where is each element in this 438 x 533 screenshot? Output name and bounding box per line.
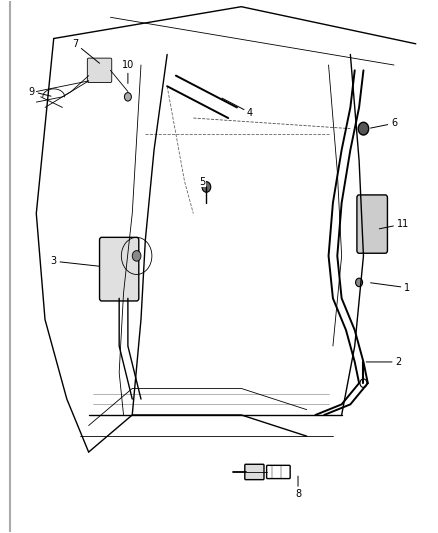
- Text: 7: 7: [72, 39, 99, 63]
- FancyBboxPatch shape: [99, 237, 138, 301]
- Text: 3: 3: [50, 256, 99, 266]
- FancyBboxPatch shape: [356, 195, 387, 253]
- Text: 6: 6: [370, 118, 396, 128]
- FancyBboxPatch shape: [244, 464, 263, 480]
- Circle shape: [355, 278, 362, 287]
- Text: 8: 8: [294, 476, 300, 499]
- Circle shape: [357, 122, 368, 135]
- Text: 11: 11: [378, 219, 408, 229]
- Circle shape: [124, 93, 131, 101]
- Circle shape: [359, 379, 366, 387]
- Text: 2: 2: [365, 357, 401, 367]
- FancyBboxPatch shape: [266, 465, 290, 479]
- Circle shape: [201, 182, 210, 192]
- Text: 4: 4: [222, 98, 253, 118]
- Circle shape: [132, 251, 141, 261]
- Text: 10: 10: [121, 60, 134, 84]
- FancyBboxPatch shape: [87, 58, 112, 83]
- Text: 5: 5: [198, 176, 206, 187]
- Text: 9: 9: [29, 86, 51, 96]
- Text: 1: 1: [370, 282, 409, 293]
